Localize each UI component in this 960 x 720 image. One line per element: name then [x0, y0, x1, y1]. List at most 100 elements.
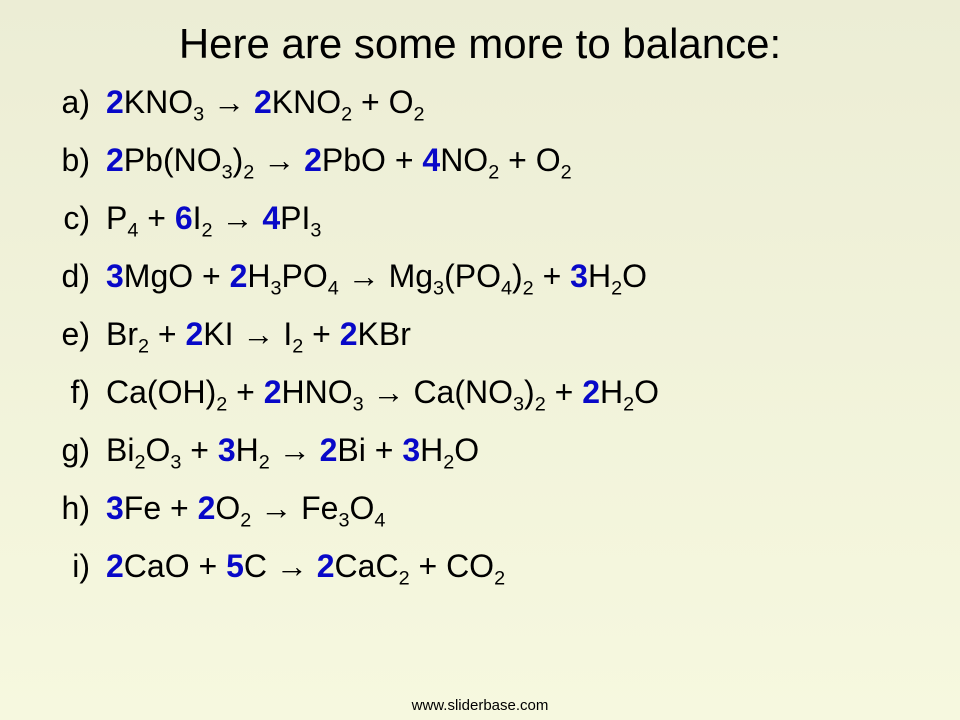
formula-text: Ca(NO	[413, 374, 513, 410]
formula-text	[311, 432, 320, 468]
formula-text	[339, 258, 348, 294]
subscript: 3	[170, 451, 181, 473]
formula-text: Fe	[301, 490, 338, 526]
footer-text: www.sliderbase.com	[0, 697, 960, 714]
formula-text: O	[215, 490, 240, 526]
formula-text: Bi +	[337, 432, 402, 468]
formula-text: +	[303, 316, 339, 352]
formula-text: )	[512, 258, 523, 294]
subscript: 3	[353, 393, 364, 415]
subscript: 3	[433, 277, 444, 299]
subscript: 2	[623, 393, 634, 415]
coefficient: 2	[198, 490, 216, 526]
subscript: 2	[240, 509, 251, 531]
formula-text: Br	[106, 316, 138, 352]
formula-text	[274, 316, 283, 352]
list-label: f)	[50, 376, 106, 408]
formula-text: +	[227, 374, 263, 410]
subscript: 3	[222, 161, 233, 183]
subscript: 2	[413, 103, 424, 125]
formula-text	[295, 142, 304, 178]
equation: 3MgO + 2H3PO4 → Mg3(PO4)2 + 3H2O	[106, 260, 647, 292]
formula-text	[267, 548, 276, 584]
formula-text: O	[349, 490, 374, 526]
formula-text: )	[233, 142, 244, 178]
formula-text: H	[236, 432, 259, 468]
formula-text: + CO	[410, 548, 494, 584]
arrow-icon: →	[276, 548, 308, 584]
formula-text: Fe +	[124, 490, 198, 526]
formula-text: KNO	[124, 84, 193, 120]
formula-text: PI	[280, 200, 310, 236]
list-item: b)2Pb(NO3)2 → 2PbO + 4NO2 + O2	[50, 144, 930, 202]
subscript: 2	[134, 451, 145, 473]
equation: 3Fe + 2O2 → Fe3O4	[106, 492, 385, 524]
formula-text: O	[622, 258, 647, 294]
formula-text: +	[534, 258, 570, 294]
equation: Br2 + 2KI → I2 + 2KBr	[106, 318, 411, 350]
subscript: 2	[523, 277, 534, 299]
formula-text: P	[106, 200, 127, 236]
coefficient: 5	[226, 548, 244, 584]
formula-text: Mg	[389, 258, 433, 294]
arrow-icon: →	[373, 374, 405, 410]
formula-text: KNO	[272, 84, 341, 120]
formula-text: I	[283, 316, 292, 352]
coefficient: 2	[254, 84, 272, 120]
subscript: 2	[535, 393, 546, 415]
arrow-icon: →	[242, 316, 274, 352]
list-item: e)Br2 + 2KI → I2 + 2KBr	[50, 318, 930, 376]
coefficient: 2	[230, 258, 248, 294]
coefficient: 6	[175, 200, 193, 236]
formula-text: +	[546, 374, 582, 410]
formula-text: C	[244, 548, 267, 584]
arrow-icon: →	[260, 490, 292, 526]
formula-text: )	[524, 374, 535, 410]
formula-text: Pb(NO	[124, 142, 222, 178]
formula-text: KI	[203, 316, 233, 352]
subscript: 2	[494, 567, 505, 589]
list-item: d)3MgO + 2H3PO4 → Mg3(PO4)2 + 3H2O	[50, 260, 930, 318]
subscript: 2	[292, 335, 303, 357]
formula-text	[245, 84, 254, 120]
coefficient: 2	[186, 316, 204, 352]
formula-text: +	[181, 432, 217, 468]
subscript: 4	[328, 277, 339, 299]
formula-text: H	[600, 374, 623, 410]
list-label: e)	[50, 318, 106, 350]
coefficient: 2	[264, 374, 282, 410]
coefficient: 2	[582, 374, 600, 410]
formula-text	[253, 200, 262, 236]
arrow-icon: →	[348, 258, 380, 294]
formula-text	[292, 490, 301, 526]
coefficient: 3	[402, 432, 420, 468]
subscript: 2	[216, 393, 227, 415]
list-item: c)P4 + 6I2 → 4PI3	[50, 202, 930, 260]
list-label: c)	[50, 202, 106, 234]
subscript: 2	[488, 161, 499, 183]
arrow-icon: →	[213, 84, 245, 120]
formula-text	[308, 548, 317, 584]
slide-title: Here are some more to balance:	[30, 20, 930, 68]
slide: Here are some more to balance: a)2KNO3 →…	[0, 0, 960, 720]
equation: 2Pb(NO3)2 → 2PbO + 4NO2 + O2	[106, 144, 572, 176]
formula-text: PbO +	[322, 142, 423, 178]
formula-text: MgO +	[124, 258, 230, 294]
formula-text	[251, 490, 260, 526]
formula-text	[204, 84, 213, 120]
subscript: 3	[310, 219, 321, 241]
formula-text: PO	[282, 258, 328, 294]
subscript: 2	[341, 103, 352, 125]
coefficient: 3	[218, 432, 236, 468]
list-label: a)	[50, 86, 106, 118]
list-label: h)	[50, 492, 106, 524]
formula-text: Ca(OH)	[106, 374, 216, 410]
arrow-icon: →	[279, 432, 311, 468]
coefficient: 4	[422, 142, 440, 178]
coefficient: 2	[340, 316, 358, 352]
subscript: 4	[501, 277, 512, 299]
subscript: 3	[193, 103, 204, 125]
coefficient: 2	[106, 142, 124, 178]
equation: 2KNO3 → 2KNO2 + O2	[106, 86, 425, 118]
list-label: b)	[50, 144, 106, 176]
